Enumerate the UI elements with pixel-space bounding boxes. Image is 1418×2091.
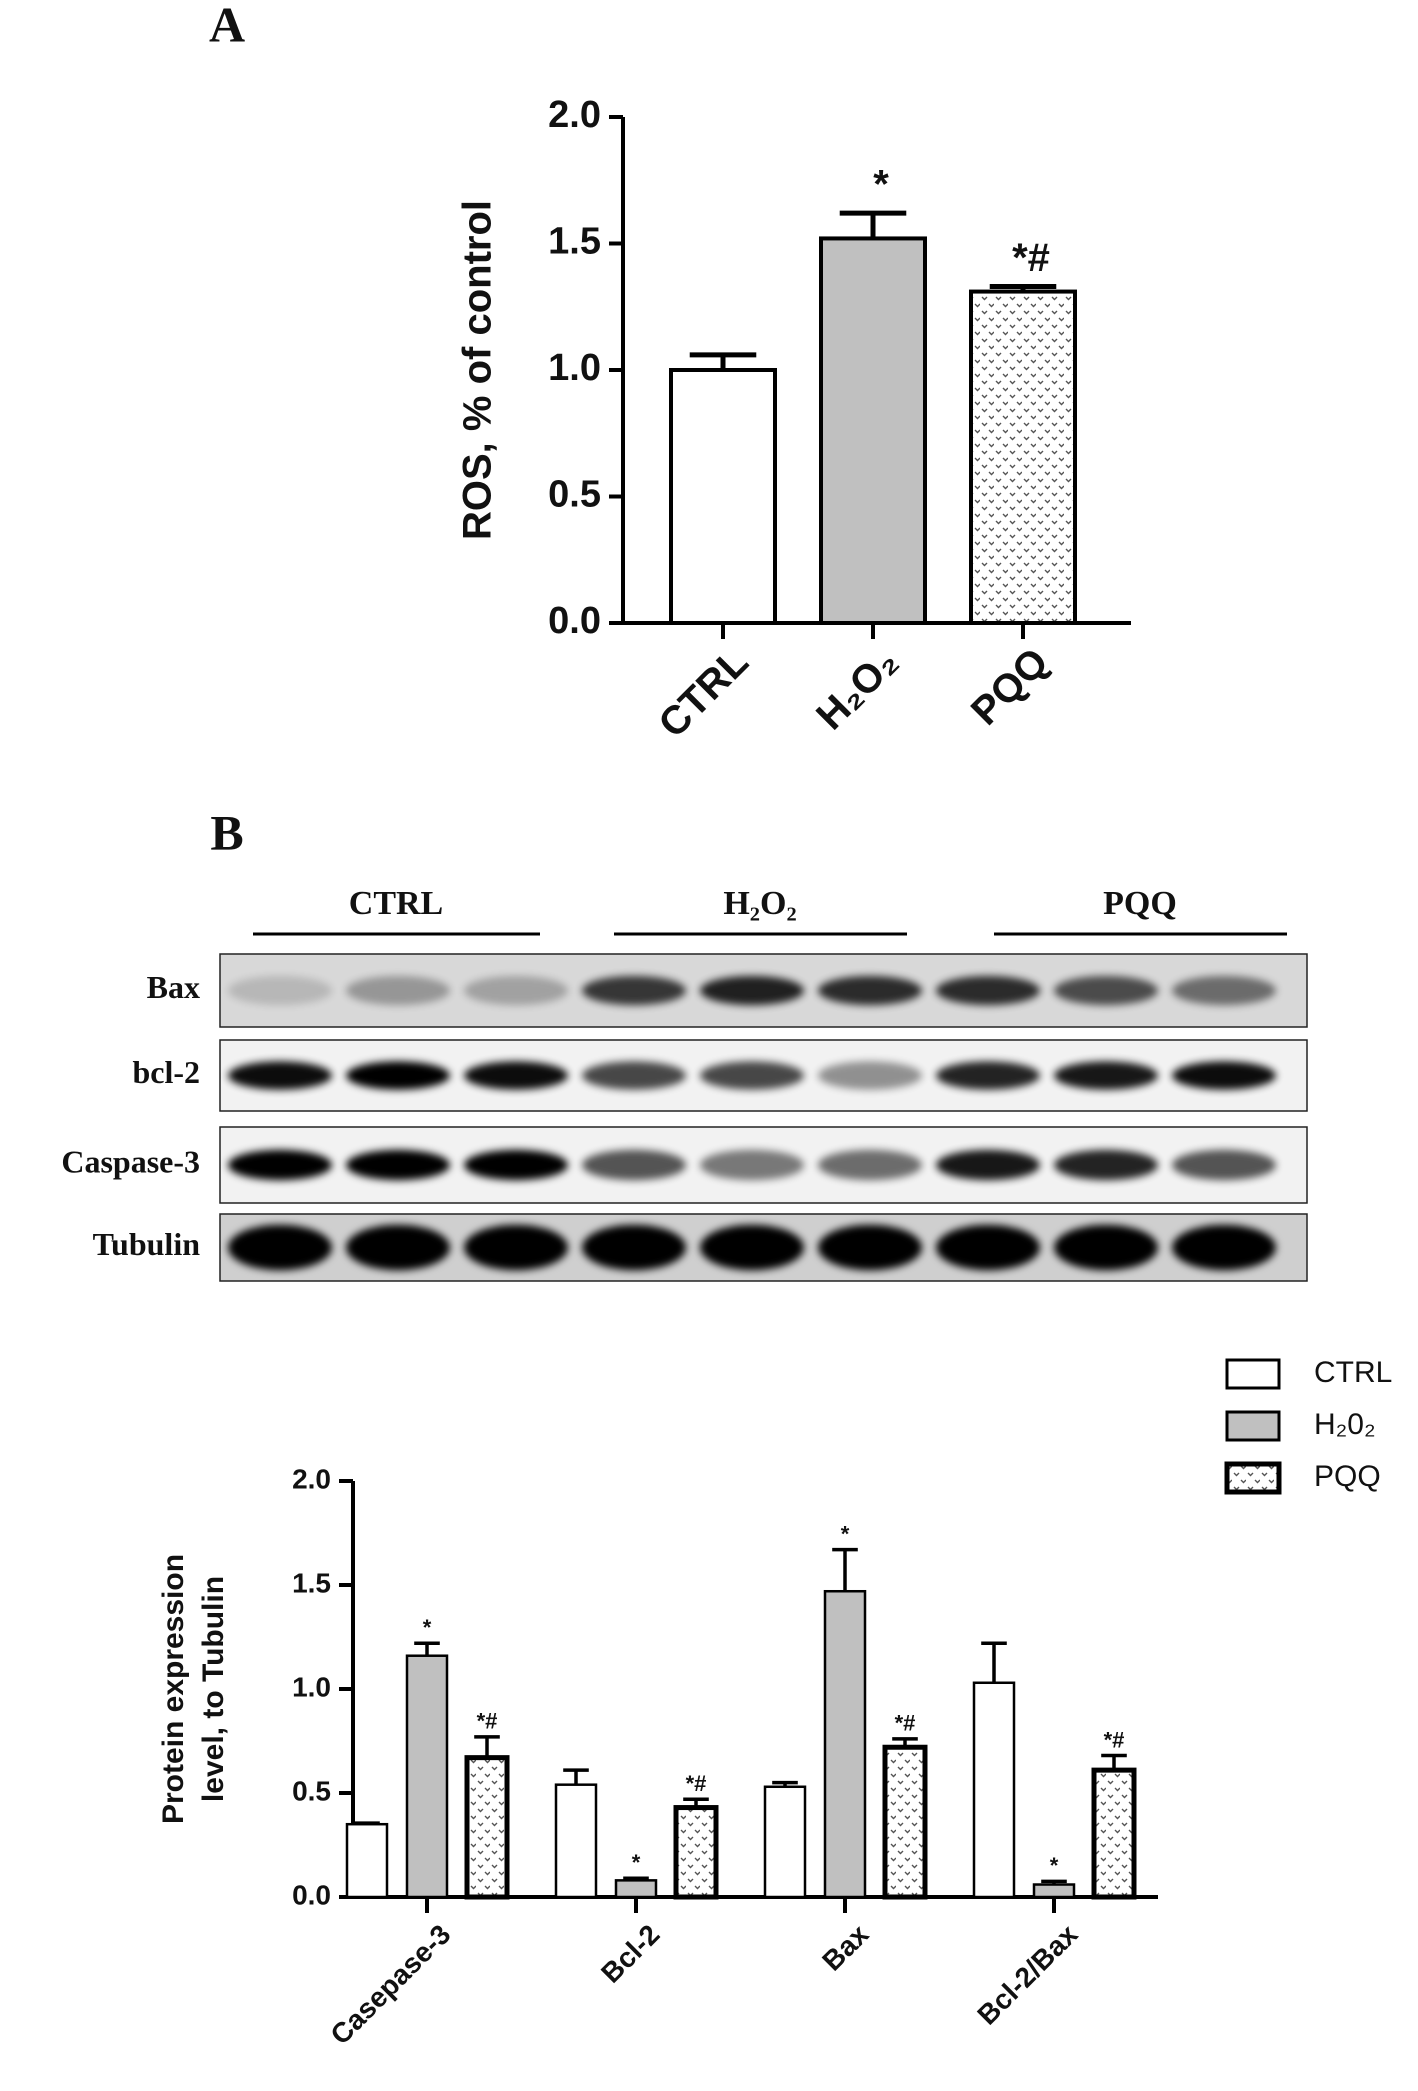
x-tick-label: Bcl-2/Bax bbox=[971, 1918, 1083, 2030]
group-label: CTRL bbox=[349, 885, 443, 922]
bar bbox=[1032, 1883, 1076, 1899]
x-tick-label: Casepase-3 bbox=[324, 1919, 456, 2051]
blot-band bbox=[582, 1149, 686, 1181]
blot-band bbox=[228, 1149, 332, 1181]
y-axis-label: ROS, % of control bbox=[456, 200, 500, 540]
y-tick-label: 0.5 bbox=[292, 1775, 331, 1806]
blot-band bbox=[700, 1061, 804, 1090]
group-label: H₂O₂ bbox=[723, 885, 796, 922]
blot-row-label: Tubulin bbox=[93, 1226, 201, 1262]
significance-label: *# bbox=[686, 1771, 707, 1796]
bar bbox=[345, 1822, 389, 1899]
y-tick-label: 0.5 bbox=[548, 474, 601, 516]
blot-band bbox=[1172, 975, 1276, 1006]
y-tick-label: 1.5 bbox=[548, 221, 601, 263]
blot-band bbox=[936, 1149, 1040, 1181]
blot-band bbox=[582, 975, 686, 1006]
blot-band bbox=[464, 975, 568, 1006]
significance-label: * bbox=[873, 163, 889, 207]
significance-label: * bbox=[423, 1615, 432, 1640]
blot-band bbox=[936, 1061, 1040, 1090]
y-tick-label: 1.0 bbox=[548, 347, 601, 389]
blot-band bbox=[1054, 1224, 1158, 1271]
blot-band bbox=[1054, 975, 1158, 1006]
significance-label: *# bbox=[895, 1711, 916, 1736]
blot-band bbox=[346, 1061, 450, 1090]
legend-swatch bbox=[1225, 1358, 1281, 1390]
blot-band bbox=[464, 1224, 568, 1271]
bar bbox=[673, 1805, 719, 1900]
blot-band bbox=[818, 1224, 922, 1271]
y-tick-label: 0.0 bbox=[292, 1879, 331, 1910]
y-tick-label: 2.0 bbox=[292, 1463, 331, 1494]
blot-band bbox=[1054, 1149, 1158, 1181]
blot-band bbox=[1054, 1061, 1158, 1090]
blot-band bbox=[818, 1061, 922, 1090]
blot-band bbox=[818, 1149, 922, 1181]
panel-label: B bbox=[210, 804, 243, 860]
blot-band bbox=[228, 1061, 332, 1090]
legend-label: PQQ bbox=[1314, 1460, 1381, 1493]
bar bbox=[405, 1654, 449, 1899]
blot-band bbox=[346, 975, 450, 1006]
y-tick-label: 1.5 bbox=[292, 1567, 331, 1598]
blot-band bbox=[936, 975, 1040, 1006]
significance-label: * bbox=[841, 1521, 850, 1546]
bar bbox=[763, 1785, 807, 1899]
blot-band bbox=[1172, 1149, 1276, 1181]
bar bbox=[554, 1783, 598, 1899]
y-axis-label: level, to Tubulin bbox=[197, 1576, 230, 1802]
blot-band bbox=[1172, 1224, 1276, 1271]
significance-label: *# bbox=[477, 1709, 498, 1734]
blot-band bbox=[582, 1061, 686, 1090]
significance-label: * bbox=[632, 1850, 641, 1875]
bar bbox=[1091, 1767, 1137, 1900]
y-tick-label: 1.0 bbox=[292, 1671, 331, 1702]
legend-label: H₂0₂ bbox=[1314, 1408, 1376, 1441]
blot-band bbox=[228, 975, 332, 1006]
x-tick-label: PQQ bbox=[963, 640, 1057, 734]
blot-row-label: Caspase-3 bbox=[61, 1143, 200, 1179]
blot-row-label: Bax bbox=[147, 969, 200, 1005]
significance-label: * bbox=[1050, 1853, 1059, 1878]
blot-band bbox=[700, 975, 804, 1006]
x-tick-label: CTRL bbox=[650, 640, 757, 747]
y-tick-label: 2.0 bbox=[548, 94, 601, 136]
blot-band bbox=[346, 1224, 450, 1271]
bar bbox=[969, 289, 1077, 625]
legend-swatch bbox=[1225, 1410, 1281, 1442]
blot-band bbox=[464, 1061, 568, 1090]
blot-band bbox=[1172, 1061, 1276, 1090]
legend-swatch bbox=[1224, 1461, 1282, 1495]
y-tick-label: 0.0 bbox=[548, 600, 601, 642]
blot-band bbox=[346, 1149, 450, 1181]
bar bbox=[882, 1744, 928, 1900]
bar bbox=[819, 236, 927, 625]
blot-band bbox=[700, 1149, 804, 1181]
blot-row-label: bcl-2 bbox=[132, 1054, 200, 1090]
significance-label: *# bbox=[1104, 1727, 1125, 1752]
x-tick-label: Bcl-2 bbox=[595, 1919, 665, 1989]
blot-band bbox=[228, 1224, 332, 1271]
significance-label: *# bbox=[1012, 236, 1050, 280]
bar bbox=[823, 1589, 867, 1899]
blot-band bbox=[818, 975, 922, 1006]
panel-label: A bbox=[209, 0, 245, 52]
bar bbox=[972, 1681, 1016, 1899]
blot-band bbox=[700, 1224, 804, 1271]
bar bbox=[669, 368, 777, 625]
bar bbox=[614, 1879, 658, 1899]
x-tick-label: Bax bbox=[816, 1918, 875, 1977]
western-blot: CTRL H₂O₂ PQQ Bax bcl-2 Caspase-3 Tubulin bbox=[61, 885, 1308, 1282]
bar bbox=[464, 1755, 510, 1900]
blot-band bbox=[582, 1224, 686, 1271]
y-axis-label: Protein expression bbox=[157, 1554, 190, 1824]
blot-band bbox=[464, 1149, 568, 1181]
legend-label: CTRL bbox=[1314, 1356, 1392, 1389]
group-label: PQQ bbox=[1103, 885, 1177, 922]
blot-band bbox=[936, 1224, 1040, 1271]
x-tick-label: H₂O₂ bbox=[808, 640, 907, 739]
